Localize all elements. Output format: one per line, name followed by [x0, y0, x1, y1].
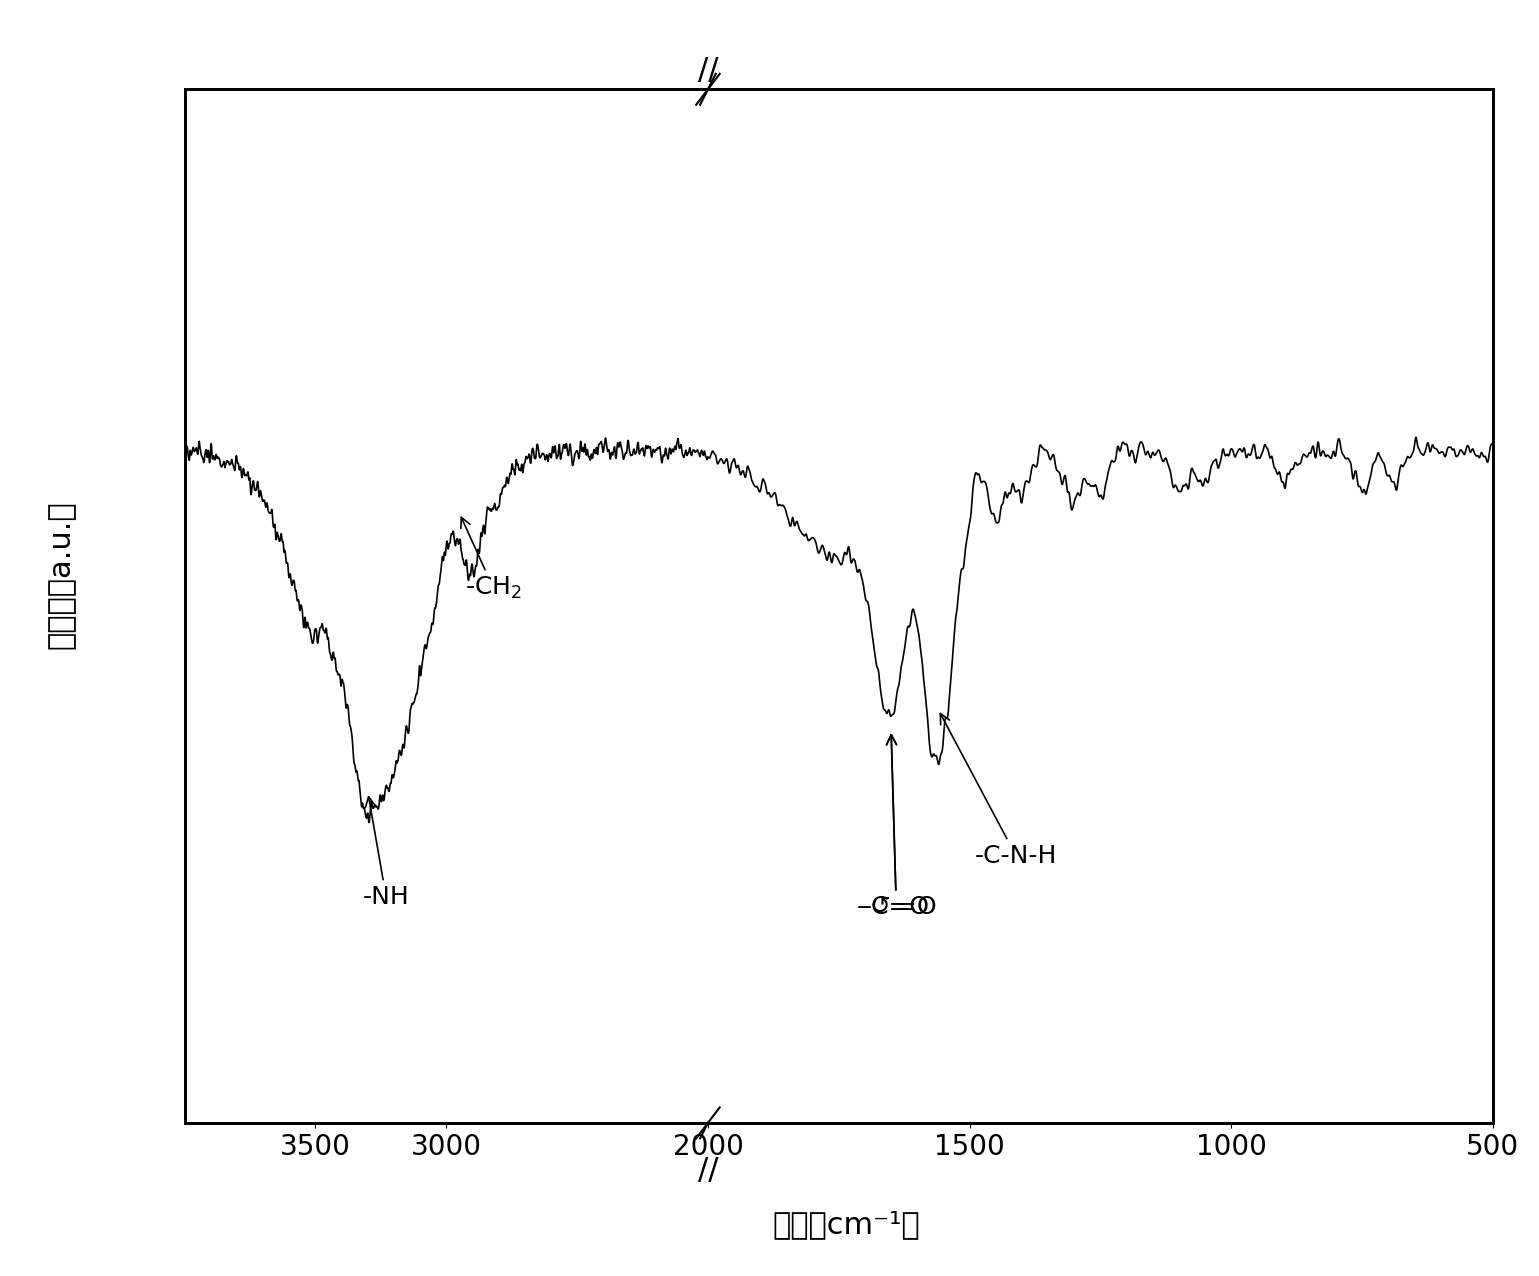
Text: -NH: -NH	[363, 796, 409, 910]
Text: -$\circlearrowleft$=O: -$\circlearrowleft$=O	[856, 735, 937, 920]
Text: -C=O: -C=O	[863, 735, 930, 920]
Text: -CH$_2$: -CH$_2$	[460, 517, 522, 601]
Text: 透射比（a.u.）: 透射比（a.u.）	[48, 500, 75, 648]
Text: -C-N-H: -C-N-H	[940, 713, 1057, 868]
Text: 波数（cm⁻¹）: 波数（cm⁻¹）	[773, 1211, 920, 1239]
Text: //: //	[697, 1156, 719, 1184]
Text: //: //	[697, 56, 719, 84]
